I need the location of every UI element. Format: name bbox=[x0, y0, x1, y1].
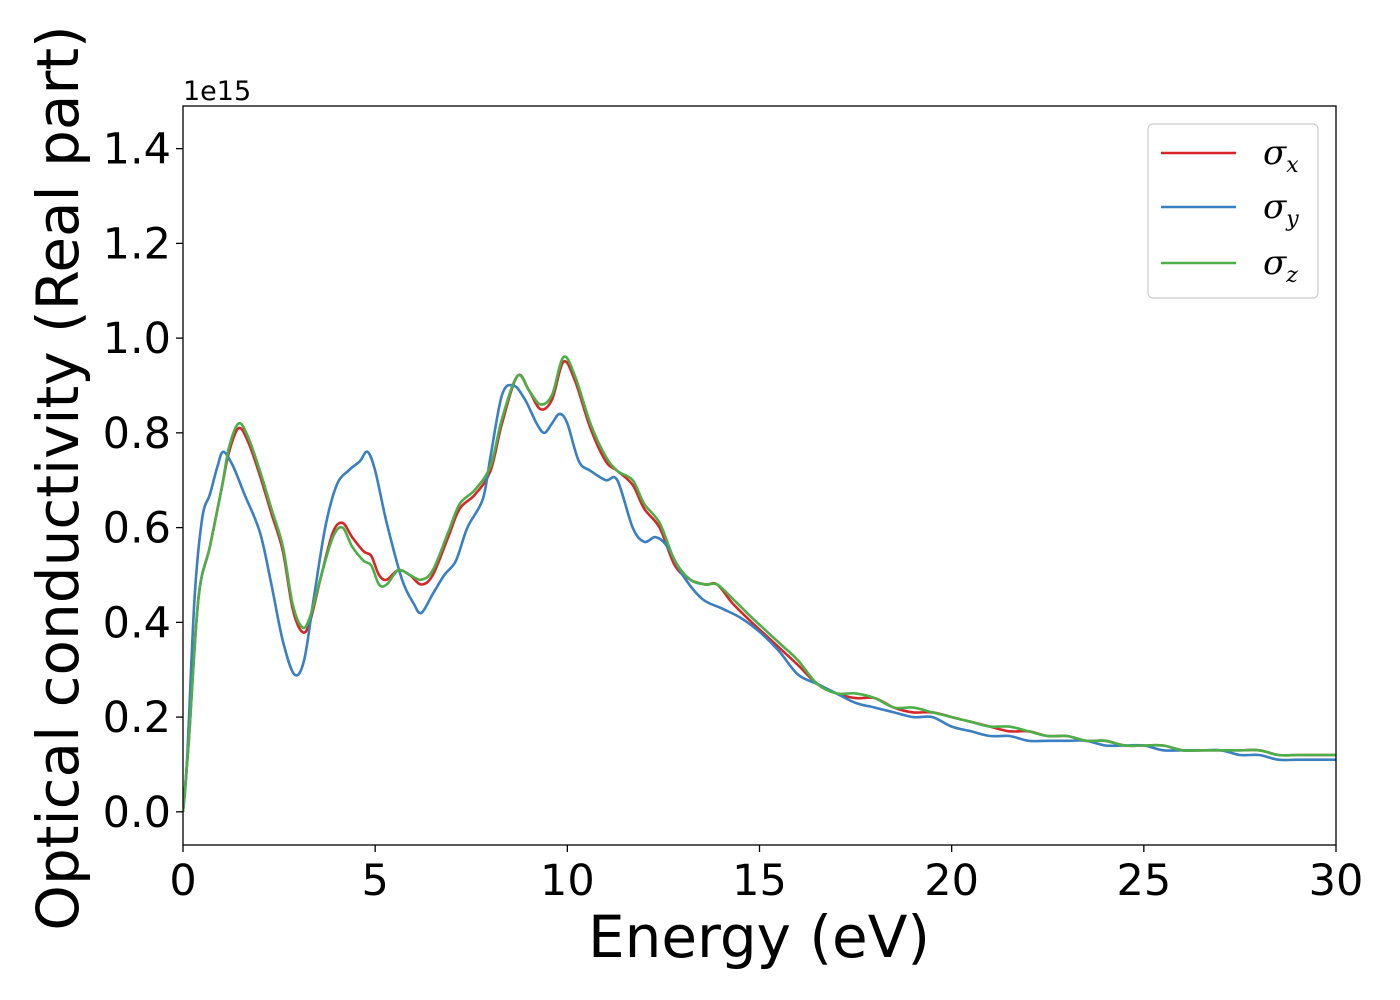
y-offset-label: 1e15 bbox=[183, 76, 251, 107]
x-axis-title: Energy (eV) bbox=[588, 903, 930, 971]
y-tick-label: 0.4 bbox=[103, 598, 171, 648]
x-tick-label: 0 bbox=[169, 856, 196, 906]
x-tick-label: 10 bbox=[540, 856, 595, 906]
x-tick-label: 15 bbox=[732, 856, 787, 906]
series-line-y bbox=[183, 383, 1336, 812]
y-tick-label: 0.6 bbox=[103, 504, 171, 554]
legend-box bbox=[1147, 123, 1319, 299]
y-axis-title: Optical conductivity (Real part) bbox=[24, 25, 92, 930]
legend-label-y: σy bbox=[1263, 187, 1299, 232]
legend-label-x: σx bbox=[1263, 133, 1299, 178]
x-tick-label: 5 bbox=[361, 856, 388, 906]
y-tick-label: 0.8 bbox=[103, 409, 171, 459]
y-tick-label: 1.2 bbox=[103, 219, 171, 269]
y-tick-label: 1.0 bbox=[103, 314, 171, 364]
y-tick-label: 0.2 bbox=[103, 693, 171, 743]
x-tick-label: 25 bbox=[1116, 856, 1171, 906]
x-tick-label: 20 bbox=[924, 856, 979, 906]
x-tick-label: 30 bbox=[1309, 856, 1364, 906]
legend: σx σy σz bbox=[1147, 123, 1319, 299]
series-line-z bbox=[183, 355, 1336, 812]
y-tick-label: 1.4 bbox=[103, 125, 171, 175]
x-axis-ticks: 0 5 10 15 20 25 30 bbox=[169, 845, 1363, 906]
series-lines bbox=[183, 355, 1336, 812]
y-tick-label: 0.0 bbox=[103, 788, 171, 838]
legend-label-z: σz bbox=[1263, 243, 1298, 288]
y-axis-ticks: 0.0 0.2 0.4 0.6 0.8 1.0 1.2 1.4 bbox=[103, 125, 183, 838]
